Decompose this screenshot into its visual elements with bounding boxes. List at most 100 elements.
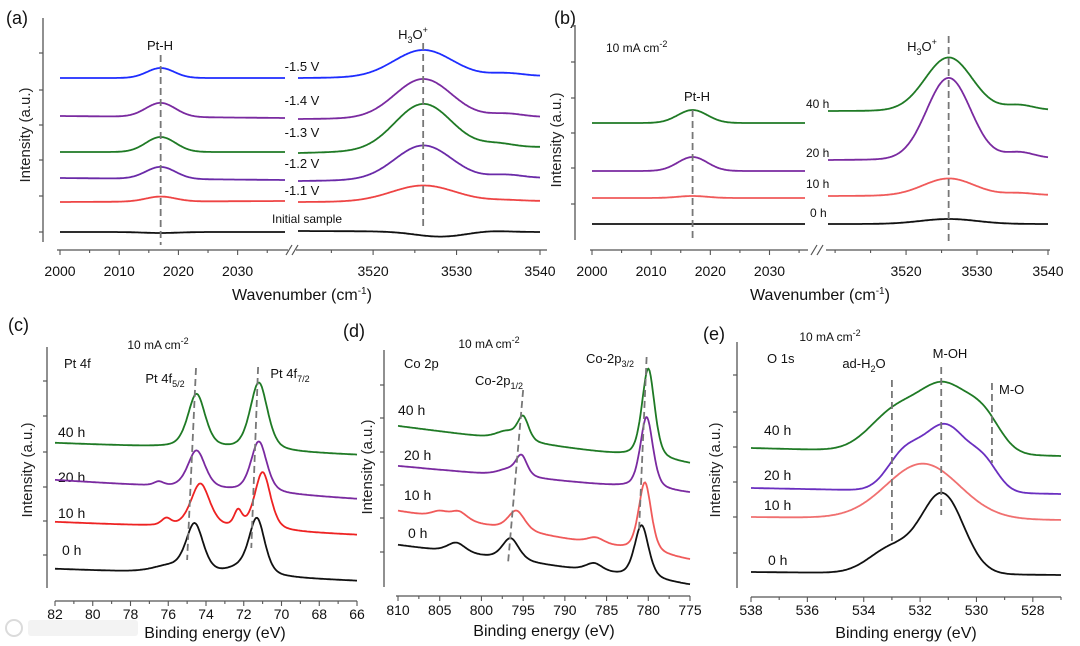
x-tick-label: 790 <box>553 602 577 618</box>
x-tick-label: 800 <box>470 602 494 618</box>
trace-label: 20 h <box>806 146 829 160</box>
spectrum-trace <box>751 491 1061 576</box>
y-axis-title: Intensity (a.u.) <box>548 92 565 187</box>
spectrum-trace <box>54 516 357 582</box>
peak-label-ad-h2o: ad-H2O <box>842 356 885 374</box>
plot-area-b: 2000 2010 2020 2030 3520 3530 3540 <box>571 25 1064 279</box>
x-tick-label: 3540 <box>524 263 555 279</box>
x-axis-title: Binding energy (eV) <box>473 623 614 640</box>
panel-label-a: (a) <box>6 8 28 28</box>
spectrum-trace <box>751 422 1061 495</box>
trace-label: 10 h <box>404 487 431 503</box>
trace-label: 20 h <box>58 469 85 485</box>
x-tick-label: 3520 <box>890 263 921 279</box>
spectrum-trace <box>827 177 1049 197</box>
plot-area-d: 810 805 800 795 790 785 780 775 <box>380 350 702 618</box>
spectrum-trace <box>751 462 1062 521</box>
x-axis-title: Binding energy (eV) <box>144 625 285 642</box>
panel-label-c: (c) <box>8 315 29 335</box>
y-axis-title: Intensity (a.u.) <box>359 419 376 514</box>
spectrum-trace <box>397 416 691 493</box>
spectrum-trace <box>397 524 691 586</box>
current-density-label: 10 mA cm-2 <box>799 328 860 344</box>
spectrum-trace <box>827 218 1049 225</box>
spectrum-trace <box>54 471 357 536</box>
plot-area-c: 82 80 78 76 74 72 70 68 66 <box>43 347 365 622</box>
trace-label: -1.5 V <box>285 59 320 74</box>
trace-label: -1.2 V <box>285 156 320 171</box>
y-axis-title: Intensity (a.u.) <box>707 422 724 517</box>
spectrum-trace <box>298 103 540 154</box>
trace-label: 0 h <box>408 525 427 541</box>
spectrum-trace <box>60 102 285 119</box>
spectrum-trace <box>60 166 285 181</box>
x-tick-label: 2010 <box>104 263 135 279</box>
x-tick-label: 534 <box>852 602 876 618</box>
trace-label: -1.4 V <box>285 93 320 108</box>
spectrum-trace <box>591 156 806 172</box>
peak-label-pt4f52: Pt 4f5/2 <box>145 371 184 389</box>
trace-label: Initial sample <box>272 212 342 226</box>
axis-break-mark <box>291 244 299 256</box>
spectrum-trace <box>298 49 541 79</box>
axis-break-mark <box>810 244 818 256</box>
current-density-label: 10 mA cm-2 <box>127 336 188 352</box>
panel-b: (b) 10 mA cm-2 Pt-H H3O+ 40 h 20 h 10 h … <box>548 8 937 304</box>
x-tick-label: 78 <box>123 606 139 622</box>
panel-e: (e) 10 mA cm-2 O 1s ad-H2O M-OH M-O 40 h… <box>703 324 1024 642</box>
x-tick-label: 785 <box>595 602 619 618</box>
peak-label-co2p12: Co-2p1/2 <box>475 373 523 391</box>
element-label: Co 2p <box>404 356 439 371</box>
pt-h-label: Pt-H <box>684 89 710 104</box>
trace-label: 40 h <box>764 422 791 438</box>
x-tick-label: 72 <box>236 606 252 622</box>
y-axis-title: Intensity (a.u.) <box>19 422 36 517</box>
peak-guide-dashed-line <box>638 356 648 530</box>
x-tick-label: 805 <box>428 602 452 618</box>
x-tick-label: 2030 <box>754 263 785 279</box>
spectrum-trace <box>298 184 540 203</box>
trace-label: 20 h <box>764 467 791 483</box>
x-tick-label: 2000 <box>44 263 75 279</box>
spectrum-trace <box>397 367 691 464</box>
watermark-logo <box>5 619 138 637</box>
x-tick-label: 2020 <box>163 263 194 279</box>
panel-c: (c) 10 mA cm-2 Pt 4f Pt 4f5/2 Pt 4f7/2 4… <box>8 315 310 642</box>
trace-label: 40 h <box>806 97 829 111</box>
spectrum-trace <box>60 136 285 153</box>
panel-d: (d) 10 mA cm-2 Co 2p Co-2p1/2 Co-2p3/2 4… <box>343 321 634 640</box>
x-tick-label: 3540 <box>1032 263 1063 279</box>
trace-label: 40 h <box>58 424 85 440</box>
trace-label: 10 h <box>806 177 829 191</box>
panel-label-b: (b) <box>554 8 576 28</box>
spectrum-trace <box>298 144 540 182</box>
x-axis-title: Wavenumber (cm-1) <box>232 286 372 304</box>
plot-area-a: 2000 2010 2020 2030 3520 3530 3540 <box>39 18 556 279</box>
peak-label-co2p32: Co-2p3/2 <box>586 351 634 369</box>
panel-a: (a) Pt-H H3O+ -1.5 V -1.4 V -1.3 V -1.2 … <box>6 8 428 304</box>
x-tick-label: 70 <box>274 606 290 622</box>
x-tick-label: 2030 <box>222 263 253 279</box>
x-tick-label: 780 <box>637 602 661 618</box>
x-axis-title: Wavenumber (cm-1) <box>750 286 890 304</box>
x-tick-label: 2010 <box>636 263 667 279</box>
current-density-label: 10 mA cm-2 <box>458 335 519 351</box>
x-tick-label: 795 <box>511 602 535 618</box>
pt-h-label: Pt-H <box>147 38 173 53</box>
peak-guide-dashed-line <box>507 389 525 563</box>
spectrum-trace <box>60 67 285 79</box>
x-tick-label: 74 <box>198 606 214 622</box>
spectrum-trace <box>298 230 540 238</box>
x-tick-label: 2020 <box>695 263 726 279</box>
x-tick-label: 66 <box>349 606 365 622</box>
x-tick-label: 82 <box>47 606 63 622</box>
trace-label: 0 h <box>810 206 827 220</box>
x-tick-label: 3520 <box>358 263 389 279</box>
current-density-label: 10 mA cm-2 <box>606 39 667 55</box>
x-tick-label: 528 <box>1021 602 1045 618</box>
spectrum-trace <box>55 381 358 456</box>
trace-label: -1.3 V <box>285 125 320 140</box>
spectrum-trace <box>751 380 1061 457</box>
spectrum-trace <box>55 440 358 500</box>
